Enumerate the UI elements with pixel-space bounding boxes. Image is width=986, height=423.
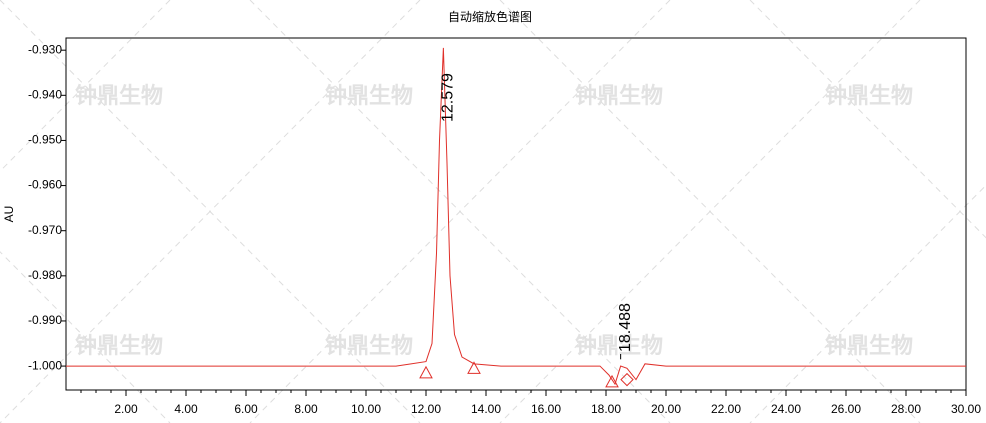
y-tick-label: -0.970 [28, 223, 62, 237]
x-tick-label: 20.00 [651, 402, 681, 416]
x-tick-label: 28.00 [891, 402, 921, 416]
x-tick-label: 12.00 [411, 402, 441, 416]
series-line [66, 47, 966, 386]
x-tick-label: 30.00 [951, 402, 981, 416]
watermark: 钟鼎生物 [575, 83, 663, 108]
peak-marker [620, 372, 634, 387]
x-tick-label: 18.00 [591, 402, 621, 416]
x-tick-label: 2.00 [114, 402, 138, 416]
y-tick-label: -1.000 [28, 358, 62, 372]
watermark-line [0, 0, 171, 172]
x-tick-label: 6.00 [234, 402, 258, 416]
watermark-line [499, 0, 921, 423]
y-tick-label: -0.980 [28, 268, 62, 282]
x-tick-label: 14.00 [471, 402, 501, 416]
watermark-line [249, 0, 671, 423]
watermark: 钟鼎生物 [825, 333, 913, 358]
watermark: 钟鼎生物 [325, 83, 413, 108]
x-tick-label: 4.00 [174, 402, 198, 416]
watermark-line [0, 0, 421, 423]
y-tick-label: -0.940 [28, 87, 62, 101]
chart-title: 自动缩放色谱图 [448, 9, 532, 24]
watermark: 钟鼎生物 [825, 83, 913, 108]
watermark: 钟鼎生物 [575, 333, 663, 358]
x-tick-label: 24.00 [771, 402, 801, 416]
watermark-line [749, 0, 986, 239]
x-tick-label: 8.00 [294, 402, 318, 416]
watermark-line [749, 184, 986, 423]
x-tick-label: 22.00 [711, 402, 741, 416]
x-tick-label: 26.00 [831, 402, 861, 416]
watermark: 钟鼎生物 [75, 83, 163, 108]
peak-marker [605, 374, 619, 388]
y-tick-label: -0.990 [28, 313, 62, 327]
watermark: 钟鼎生物 [75, 333, 163, 358]
y-tick-label: -0.930 [28, 42, 62, 56]
peak-marker [419, 365, 433, 379]
watermark-line [0, 251, 171, 423]
x-tick-label: 16.00 [531, 402, 561, 416]
x-tick-label: 10.00 [351, 402, 381, 416]
y-axis-label: AU [2, 206, 16, 223]
y-tick-label: -0.960 [28, 178, 62, 192]
peak-marker [467, 361, 481, 374]
watermark: 钟鼎生物 [325, 333, 413, 358]
y-tick-label: -0.950 [28, 133, 62, 147]
peak-label: 12.579 [440, 73, 457, 122]
peak-label: 18.488 [617, 303, 634, 352]
